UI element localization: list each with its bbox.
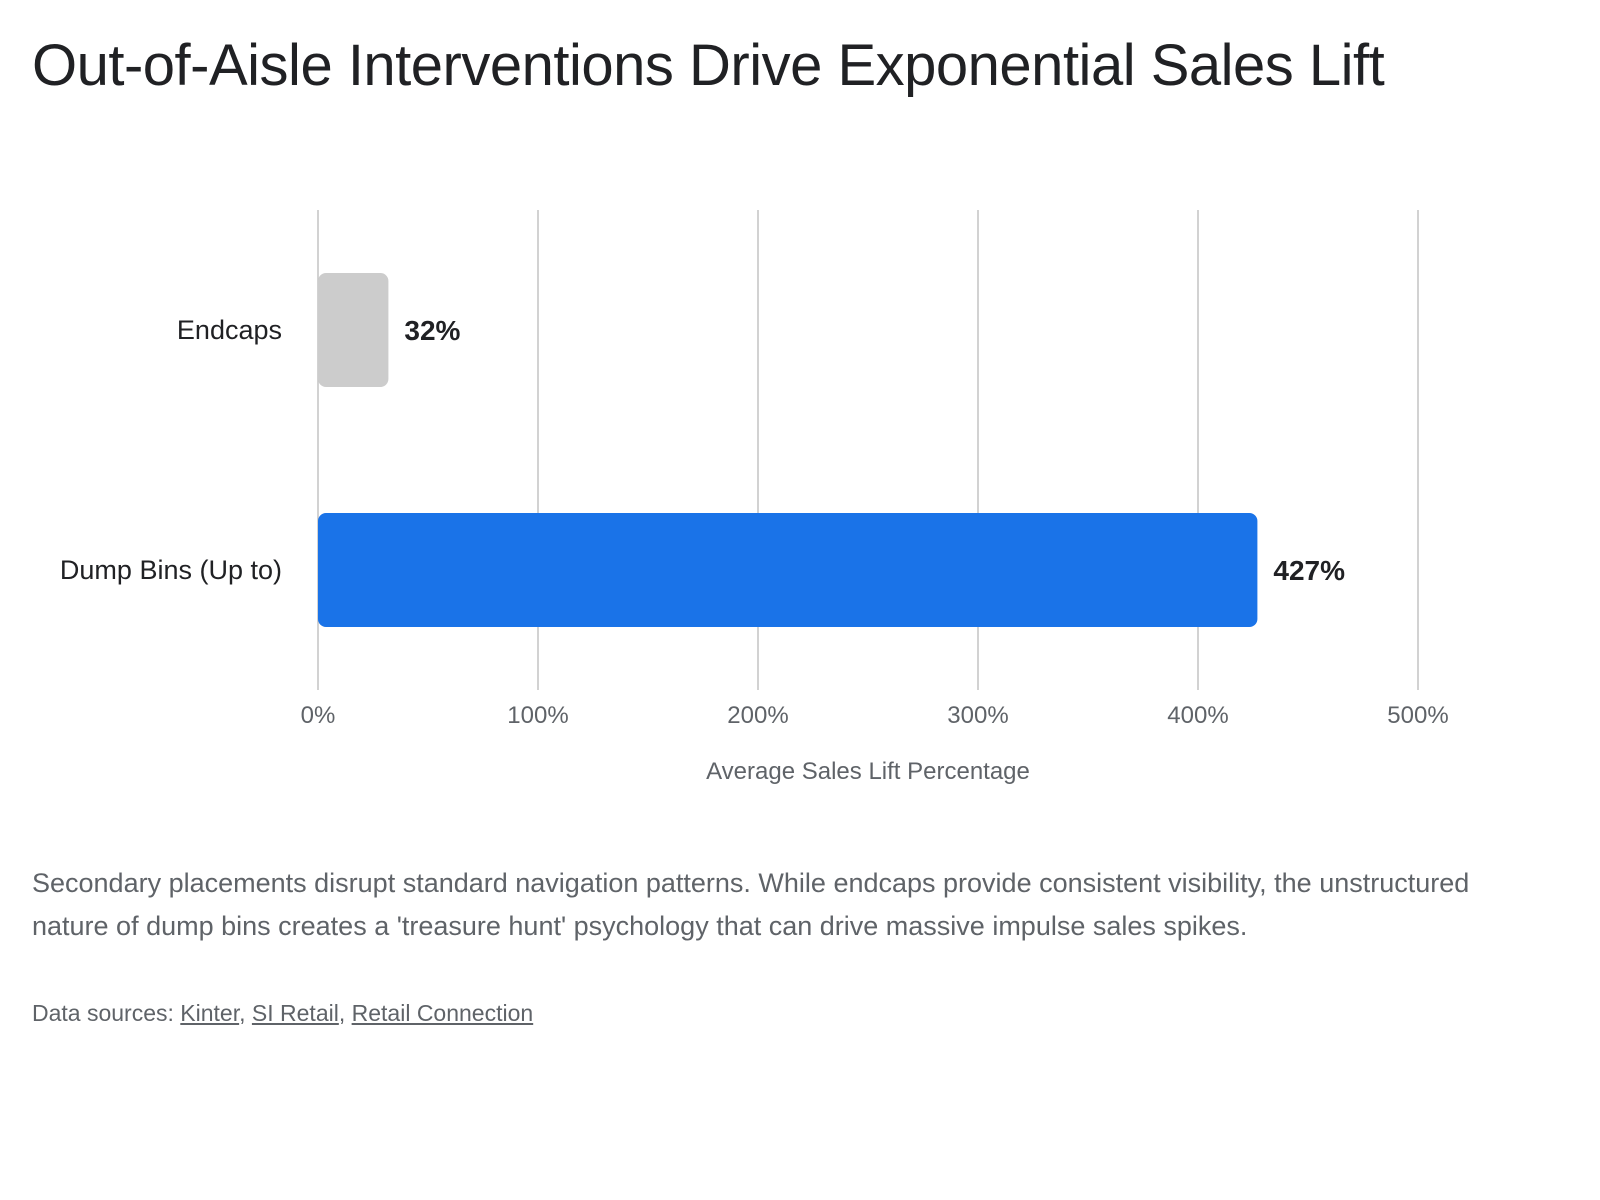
source-separator: , bbox=[239, 1000, 252, 1026]
y-category-label: Endcaps bbox=[177, 315, 282, 345]
x-tick-label: 0% bbox=[301, 702, 336, 729]
y-category-label: Dump Bins (Up to) bbox=[60, 555, 282, 585]
bar bbox=[318, 513, 1258, 627]
source-link-retail-connection[interactable]: Retail Connection bbox=[351, 1000, 534, 1026]
data-sources: Data sources: Kinter, SI Retail, Retail … bbox=[32, 998, 533, 1028]
bar-value-label: 32% bbox=[404, 315, 460, 346]
x-axis-title: Average Sales Lift Percentage bbox=[706, 758, 1030, 785]
source-link-si-retail[interactable]: SI Retail bbox=[251, 1000, 339, 1026]
x-tick-label: 400% bbox=[1167, 702, 1228, 729]
x-tick-label: 500% bbox=[1387, 702, 1448, 729]
source-link-kinter[interactable]: Kinter bbox=[180, 1000, 240, 1026]
x-tick-label: 300% bbox=[947, 702, 1008, 729]
x-tick-label: 200% bbox=[727, 702, 788, 729]
bar-chart: 0% 100% 200% 300% 400% 500% Endcaps 32% Dump Bin… bbox=[60, 210, 1449, 785]
page-title: Out-of-Aisle Interventions Drive Exponen… bbox=[32, 33, 1385, 98]
x-tick-label: 100% bbox=[507, 702, 568, 729]
chart-description: Secondary placements disrupt standard na… bbox=[32, 868, 1470, 941]
data-sources-label: Data sources: bbox=[32, 1000, 181, 1026]
bar bbox=[318, 273, 389, 387]
source-separator: , bbox=[338, 1000, 352, 1026]
bar-value-label: 427% bbox=[1273, 555, 1345, 586]
